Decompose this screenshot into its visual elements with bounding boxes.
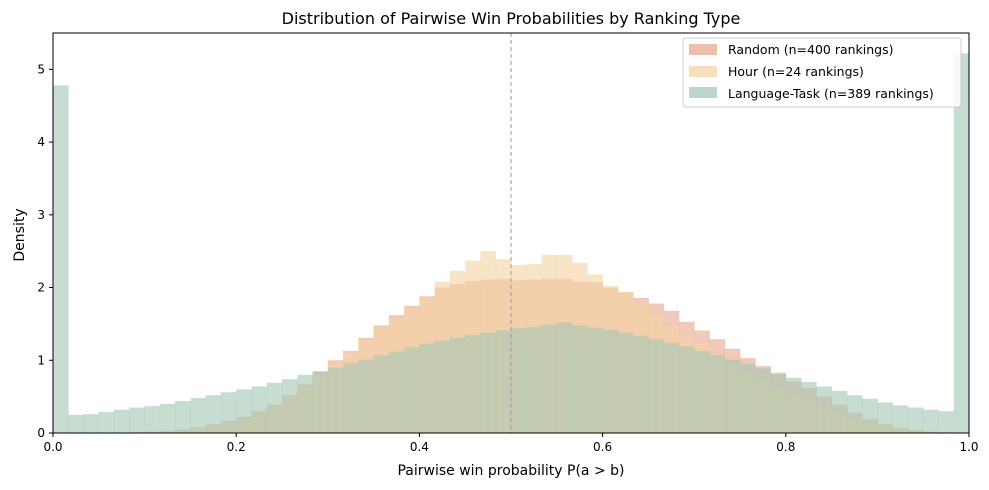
histogram-bar [923, 409, 939, 433]
histogram-bar [663, 342, 680, 433]
histogram-bar [159, 403, 176, 433]
histogram-bar [892, 405, 909, 433]
series-2 [53, 53, 970, 434]
y-tick-label: 3 [37, 208, 45, 222]
histogram-bar [862, 398, 878, 433]
histogram-bar [572, 325, 588, 433]
histogram-bar [114, 409, 130, 433]
histogram-bar [648, 339, 665, 433]
histogram-bar [53, 85, 69, 434]
y-tick-label: 0 [37, 426, 45, 440]
histogram-bar [251, 386, 268, 433]
histogram-bar [709, 355, 726, 433]
histogram-bar [266, 382, 283, 433]
histogram-bar [449, 337, 466, 433]
histogram-bar [617, 332, 634, 433]
histogram-bar [816, 386, 832, 433]
histogram-bar [312, 371, 329, 433]
histogram-bar [556, 322, 573, 433]
legend-label-language-task: Language-Task (n=389 rankings) [728, 86, 934, 101]
histogram-bar [98, 411, 115, 433]
histogram-bar [495, 330, 512, 433]
histogram-bar [755, 368, 771, 433]
histogram-bar [526, 326, 542, 433]
histogram-bar [68, 414, 84, 433]
histogram-bar [358, 359, 374, 433]
x-tick-label: 0.4 [410, 440, 429, 454]
histogram-bar [587, 327, 603, 433]
histogram-bar [129, 407, 145, 433]
legend-box [682, 37, 962, 108]
histogram-bar [785, 377, 802, 433]
x-tick-label: 0.0 [43, 440, 62, 454]
histogram-bar [907, 407, 924, 433]
legend-swatch-language-task [689, 87, 717, 98]
x-tick-label: 1.0 [959, 440, 978, 454]
histogram-bar [801, 382, 817, 433]
x-tick-label: 0.8 [776, 440, 795, 454]
histogram-bar [770, 372, 787, 433]
histogram-bar [419, 343, 436, 433]
y-tick-label: 2 [37, 281, 45, 295]
histogram-bar [953, 53, 970, 434]
histogram-bar [678, 346, 695, 433]
x-tick-label: 0.6 [593, 440, 612, 454]
legend-label-random: Random (n=400 rankings) [728, 42, 894, 57]
histogram-bar [434, 340, 451, 433]
histogram-bar [388, 351, 405, 433]
histogram-bar [373, 355, 390, 433]
histogram-bar [694, 350, 710, 433]
legend-swatch-hour [689, 66, 717, 77]
histogram-bar [282, 379, 298, 433]
histogram-bar [404, 347, 420, 433]
histogram-bar [190, 398, 207, 433]
y-tick-label: 1 [37, 353, 45, 367]
histogram-bar [633, 335, 649, 433]
histogram-bar [602, 329, 619, 433]
x-axis-ticks: 0.0 0.2 0.4 0.6 0.8 1.0 [43, 433, 979, 454]
histogram-bar [205, 395, 222, 433]
histogram-bar [327, 367, 344, 433]
histogram-bar [220, 392, 237, 433]
histogram-bar [740, 363, 756, 433]
histogram-bar [343, 363, 359, 433]
histogram-bar [480, 332, 497, 433]
legend: Random (n=400 rankings) Hour (n=24 ranki… [682, 37, 962, 108]
legend-label-hour: Hour (n=24 rankings) [728, 64, 864, 79]
histogram-bar [511, 328, 527, 433]
histogram-bar [297, 374, 313, 433]
histogram-bar [938, 411, 955, 433]
histogram-bar [83, 414, 100, 433]
y-tick-label: 4 [37, 135, 45, 149]
histogram-bar [846, 395, 863, 433]
histogram-bar [144, 406, 161, 433]
plot-frame [52, 32, 970, 434]
histogram-bar [831, 390, 848, 433]
histogram-bar [877, 402, 894, 433]
x-axis-label: Pairwise win probability P(a > b) [397, 463, 624, 479]
x-tick-label: 0.2 [227, 440, 246, 454]
chart-title: Distribution of Pairwise Win Probabiliti… [282, 9, 741, 28]
histogram-bar [724, 359, 741, 433]
histogram-bar [541, 324, 558, 433]
bars-layer [53, 53, 970, 434]
histogram-bar [175, 401, 191, 433]
y-axis-ticks: 0 1 2 3 4 5 [37, 62, 53, 440]
histogram-bar [465, 334, 481, 433]
legend-swatch-random [689, 44, 717, 55]
y-tick-label: 5 [37, 62, 45, 76]
histogram-bar [236, 389, 252, 433]
y-axis-label: Density [12, 208, 28, 261]
